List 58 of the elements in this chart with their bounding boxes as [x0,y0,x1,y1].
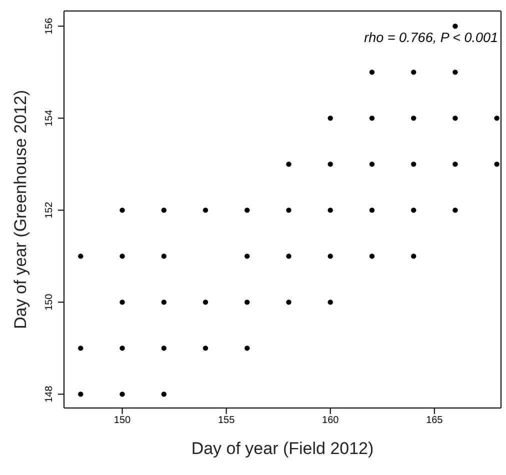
point [328,116,333,121]
point [452,208,458,213]
point [120,254,125,259]
point [328,254,333,259]
y-tick-label: 156 [44,17,55,35]
point [286,162,292,167]
point [411,116,416,121]
x-tick-label: 150 [114,415,132,426]
point [411,70,416,75]
point [494,162,500,167]
x-tick-label: 160 [322,415,340,426]
point [78,254,84,259]
point [161,254,166,259]
point [369,208,375,213]
point [161,208,166,213]
point [452,162,458,167]
y-axis-title: Day of year (Greenhouse 2012) [11,90,30,330]
point [202,208,208,213]
y-tick-label: 148 [44,385,55,403]
point [244,208,250,213]
point [202,346,208,351]
point [244,254,250,259]
point [161,346,166,351]
point [452,70,458,75]
point [369,162,375,167]
x-tick-label: 165 [426,415,444,426]
point [494,116,500,121]
point [78,346,84,351]
point [328,208,333,213]
point [78,392,84,397]
x-tick-label: 155 [218,415,236,426]
point [244,300,250,305]
point [286,300,292,305]
point [452,116,458,121]
point [286,208,292,213]
point [161,300,166,305]
point [120,300,125,305]
y-tick-label: 152 [44,201,55,219]
annotation: rho = 0.766, P < 0.001 [364,30,498,45]
point [286,254,292,259]
y-tick-label: 150 [44,293,55,311]
point [161,392,166,397]
point [202,300,208,305]
point [244,346,250,351]
point [369,70,375,75]
point [120,346,125,351]
point [328,162,333,167]
point [120,208,125,213]
point [369,254,375,259]
x-axis-title: Day of year (Field 2012) [191,439,374,458]
point [369,116,375,121]
point [411,208,416,213]
point [411,162,416,167]
point [411,254,416,259]
point [120,392,125,397]
y-tick-label: 154 [44,109,55,127]
point [328,300,333,305]
point [452,24,458,29]
